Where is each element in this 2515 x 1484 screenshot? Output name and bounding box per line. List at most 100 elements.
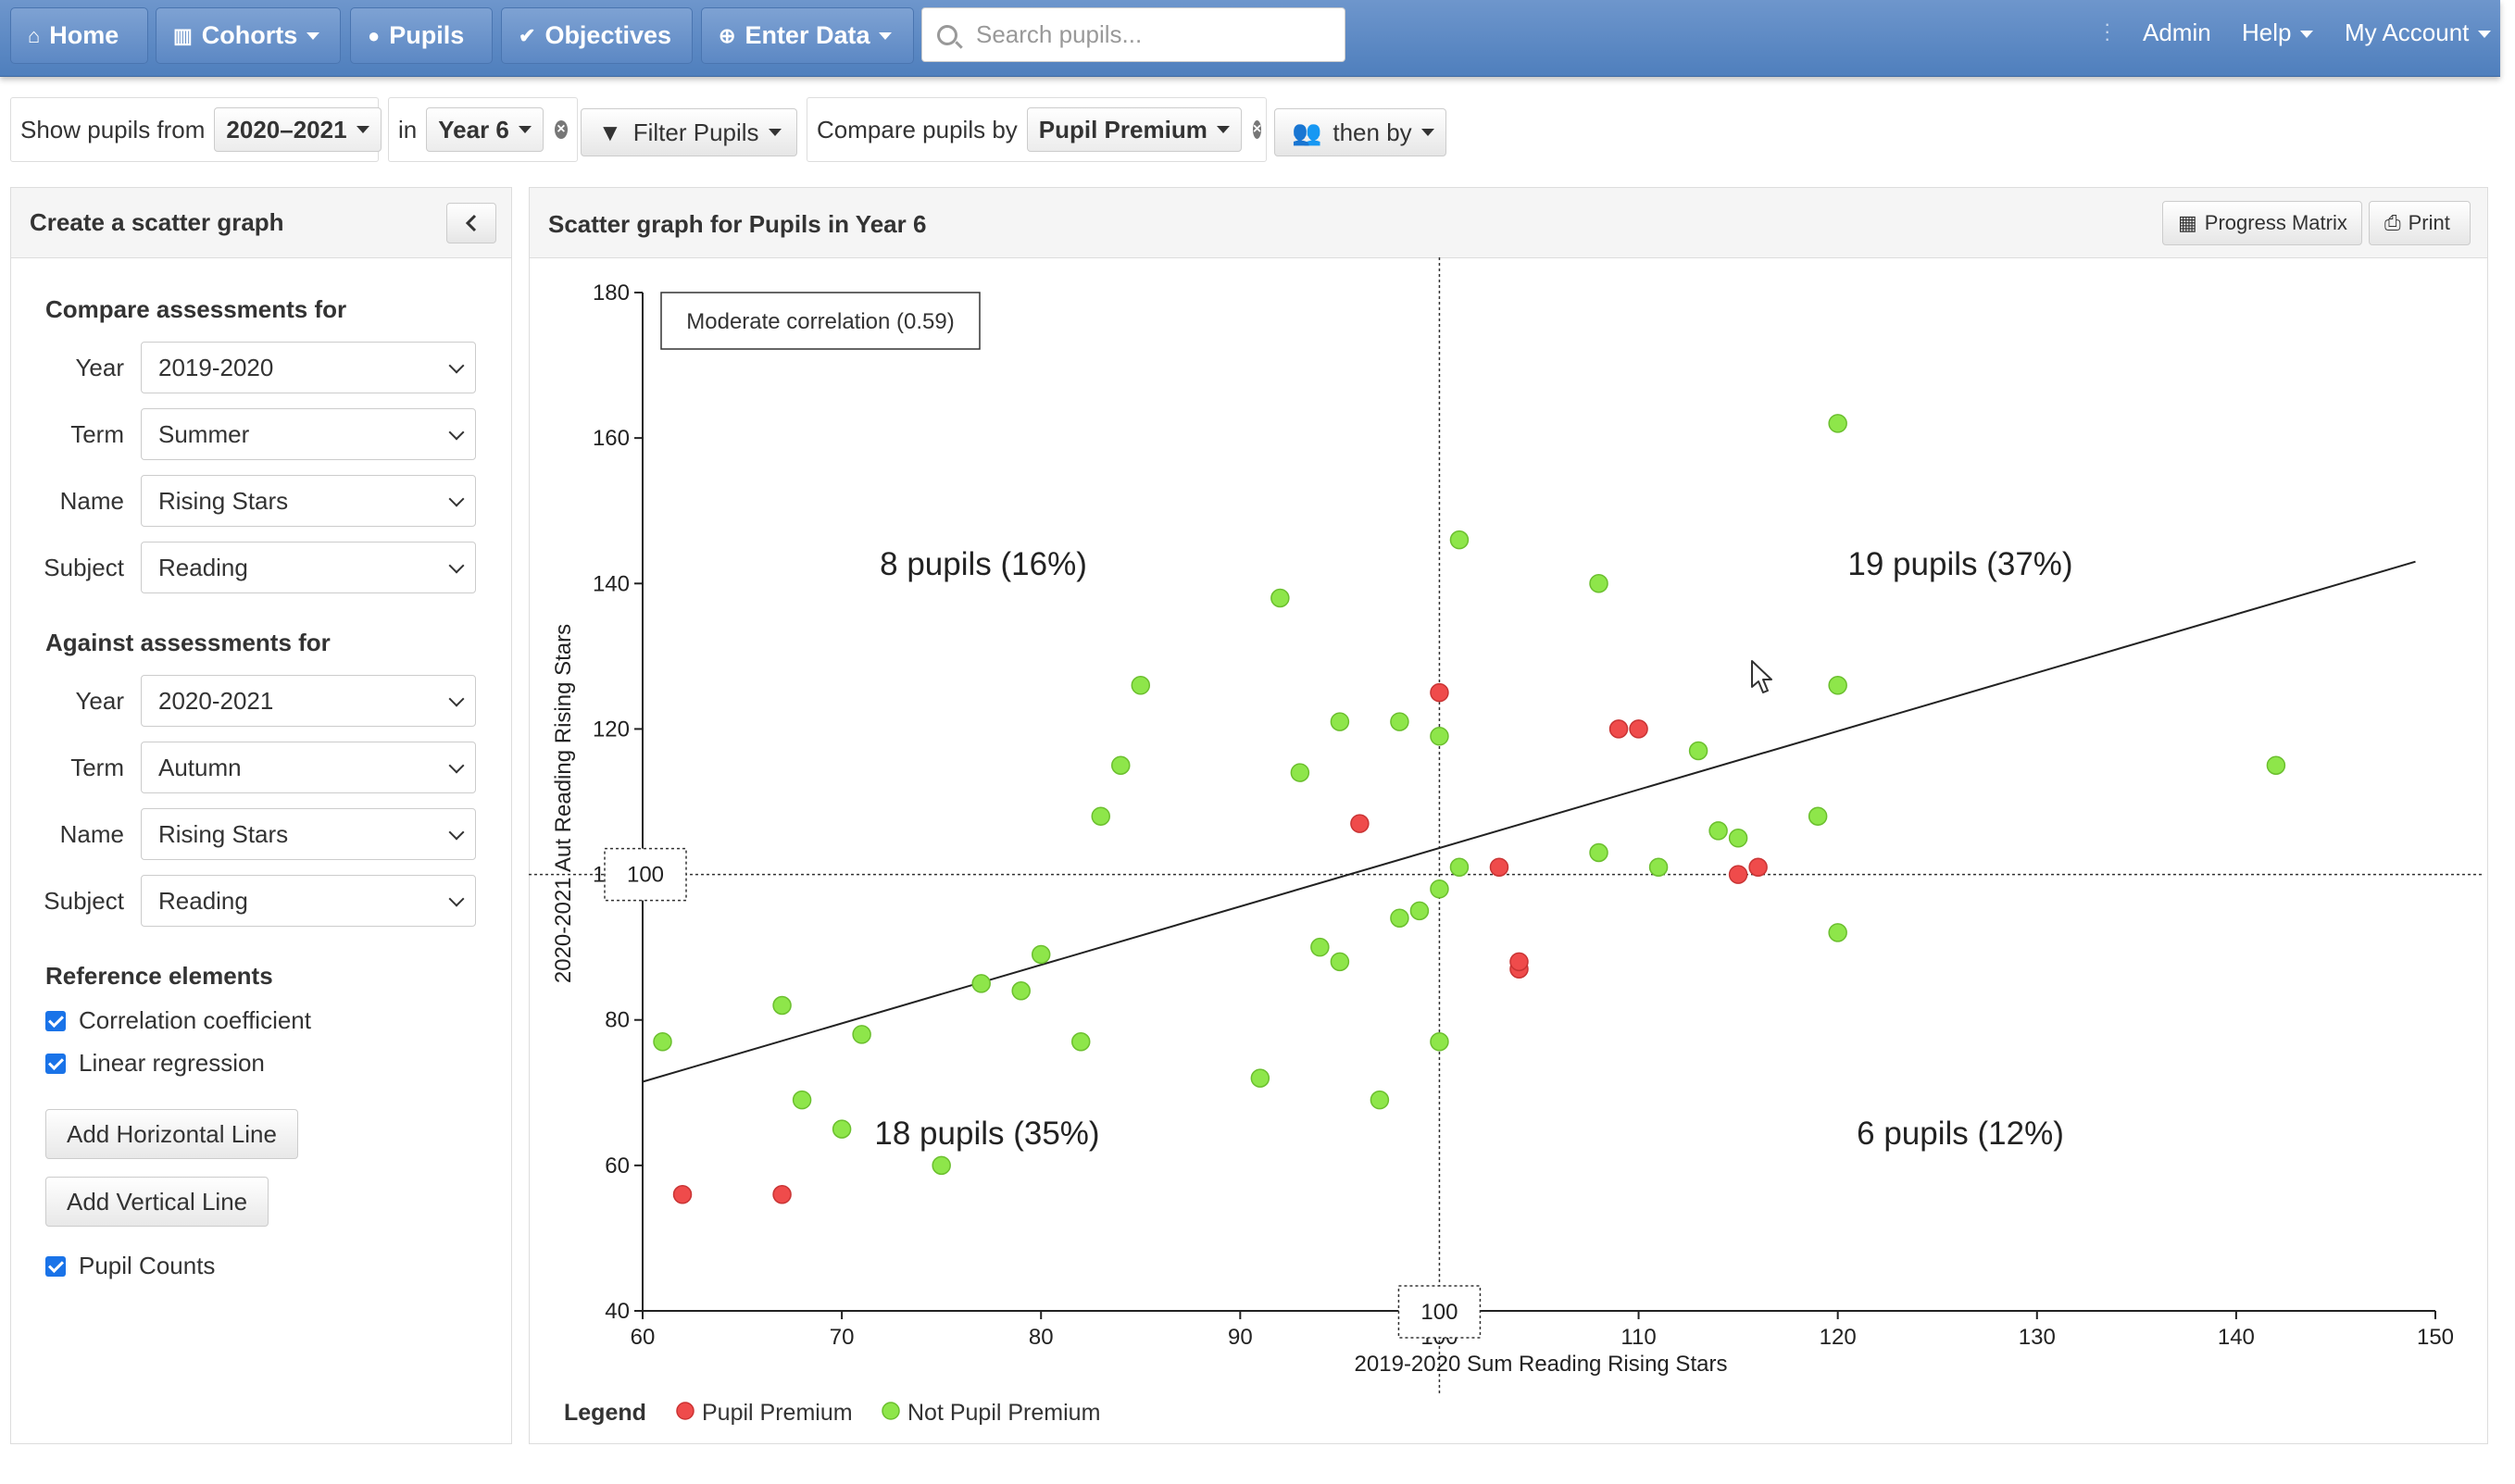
correlation-box: Moderate correlation (0.59) bbox=[660, 292, 981, 350]
panel-header: Create a scatter graph bbox=[11, 188, 511, 258]
against-name-row: Name Rising Stars bbox=[11, 808, 513, 860]
clear-group-icon[interactable]: × bbox=[554, 120, 568, 139]
academic-year-select[interactable]: 2020–2021 bbox=[214, 107, 382, 152]
compare-subject-row: Subject Reading bbox=[11, 542, 513, 593]
compare-term-select[interactable]: Summer bbox=[141, 408, 476, 460]
data-point bbox=[1350, 814, 1370, 833]
compare-year-select[interactable]: 2019-2020 bbox=[141, 342, 476, 393]
legend-marker-not-pupil-premium bbox=[882, 1402, 900, 1420]
clear-compare-icon[interactable]: × bbox=[1252, 120, 1262, 139]
y-tick-label: 60 bbox=[605, 1154, 630, 1178]
nav-pupils-button[interactable]: ● Pupils bbox=[350, 7, 493, 64]
data-point bbox=[1449, 530, 1470, 550]
data-point bbox=[672, 1185, 693, 1204]
legend-marker-pupil-premium bbox=[676, 1402, 694, 1420]
nav-admin-link[interactable]: Admin bbox=[2143, 19, 2211, 46]
compare-subject-select[interactable]: Reading bbox=[141, 542, 476, 593]
chevron-left-icon bbox=[465, 214, 477, 232]
users-icon: 👥 bbox=[1292, 118, 1322, 146]
compare-year-row: Year 2019-2020 bbox=[11, 342, 513, 393]
chevron-down-icon bbox=[356, 126, 369, 133]
drag-handle-icon: · · · bbox=[2104, 12, 2111, 50]
filter-icon: ▼ bbox=[598, 118, 622, 146]
against-name-select[interactable]: Rising Stars bbox=[141, 808, 476, 860]
data-point bbox=[1708, 821, 1728, 841]
compare-term-row: Term Summer bbox=[11, 408, 513, 460]
panel-title: Scatter graph for Pupils in Year 6 bbox=[548, 210, 927, 238]
quadrant-label-top-left: 8 pupils (16%) bbox=[880, 546, 1087, 582]
data-point bbox=[1409, 901, 1430, 921]
bar-chart-icon: ▥ bbox=[173, 23, 193, 47]
y-tick-label: 140 bbox=[593, 571, 630, 596]
pupil-counts-checkbox[interactable]: Pupil Counts bbox=[45, 1252, 215, 1280]
legend-label-pupil-premium: Pupil Premium bbox=[702, 1400, 853, 1426]
against-year-select[interactable]: 2020-2021 bbox=[141, 675, 476, 727]
reference-section-title: Reference elements bbox=[45, 962, 273, 990]
add-horizontal-line-button[interactable]: Add Horizontal Line bbox=[45, 1109, 298, 1159]
filter-pupils-button[interactable]: ▼ Filter Pupils bbox=[581, 108, 797, 156]
data-point bbox=[1111, 755, 1131, 775]
data-point bbox=[852, 1025, 871, 1044]
print-button[interactable]: ⎙ Print bbox=[2369, 201, 2471, 245]
data-point bbox=[1648, 857, 1669, 877]
data-point bbox=[971, 974, 991, 993]
compare-pupils-group: Compare pupils by Pupil Premium × bbox=[807, 97, 1267, 162]
data-point bbox=[2266, 755, 2286, 775]
data-point bbox=[1031, 944, 1051, 965]
data-point bbox=[1430, 1032, 1449, 1052]
x-tick-label: 60 bbox=[631, 1325, 656, 1350]
check-circle-icon: ✔ bbox=[519, 23, 536, 47]
add-vertical-line-button[interactable]: Add Vertical Line bbox=[45, 1177, 269, 1227]
linear-regression-checkbox[interactable]: Linear regression bbox=[45, 1049, 265, 1078]
data-point bbox=[1449, 857, 1470, 877]
chevron-down-icon bbox=[448, 424, 465, 441]
axis-titles: 2019-2020 Sum Reading Rising Stars 2020-… bbox=[551, 624, 1727, 1377]
nav-enter-data-button[interactable]: ⊕ Enter Data bbox=[701, 7, 914, 64]
panel-header: Scatter graph for Pupils in Year 6 ▦ Prog… bbox=[530, 188, 2487, 258]
nav-cohorts-button[interactable]: ▥ Cohorts bbox=[156, 7, 341, 64]
chevron-down-icon bbox=[448, 824, 465, 841]
y-tick-label: 120 bbox=[593, 717, 630, 742]
year-group-select[interactable]: Year 6 bbox=[426, 107, 544, 152]
user-icon: ● bbox=[368, 23, 381, 47]
search-input[interactable]: Search pupils... bbox=[921, 7, 1345, 62]
reference-labels: 100 100 bbox=[604, 847, 1482, 1339]
chevron-down-icon bbox=[768, 129, 782, 136]
against-subject-select[interactable]: Reading bbox=[141, 875, 476, 927]
data-point bbox=[1828, 923, 1847, 942]
quadrant-labels: 8 pupils (16%) 19 pupils (37%) 18 pupils (… bbox=[874, 546, 2072, 1152]
data-point bbox=[932, 1155, 951, 1176]
against-subject-row: Subject Reading bbox=[11, 875, 513, 927]
nav-objectives-button[interactable]: ✔ Objectives bbox=[501, 7, 693, 64]
data-point bbox=[1290, 763, 1310, 782]
chevron-down-icon bbox=[1216, 126, 1230, 133]
horizontal-reference-label: 100 bbox=[627, 863, 664, 888]
chevron-down-icon bbox=[448, 491, 465, 507]
compare-by-select[interactable]: Pupil Premium bbox=[1026, 107, 1242, 152]
quadrant-label-bottom-left: 18 pupils (35%) bbox=[874, 1116, 1099, 1152]
quadrant-label-top-right: 19 pupils (37%) bbox=[1847, 546, 2072, 582]
data-point bbox=[1091, 806, 1111, 826]
horizontal-reference-label-box bbox=[604, 847, 687, 902]
correlation-coefficient-checkbox[interactable]: Correlation coefficient bbox=[45, 1006, 311, 1035]
correlation-label: Moderate correlation (0.59) bbox=[686, 309, 954, 334]
progress-matrix-button[interactable]: ▦ Progress Matrix bbox=[2162, 201, 2362, 245]
legend-label-not-pupil-premium: Not Pupil Premium bbox=[907, 1400, 1100, 1426]
against-year-row: Year 2020-2021 bbox=[11, 675, 513, 727]
x-tick-label: 70 bbox=[830, 1325, 855, 1350]
correlation-box-frame bbox=[660, 292, 981, 350]
nav-my-account-menu[interactable]: My Account bbox=[2345, 19, 2492, 47]
y-tick-label: 160 bbox=[593, 426, 630, 451]
compare-name-select[interactable]: Rising Stars bbox=[141, 475, 476, 527]
data-point bbox=[1608, 719, 1629, 739]
data-point bbox=[1330, 952, 1350, 972]
show-pupils-from-group: Show pupils from 2020–2021 bbox=[10, 97, 382, 162]
collapse-panel-button[interactable] bbox=[446, 203, 496, 243]
against-term-select[interactable]: Autumn bbox=[141, 742, 476, 793]
data-point bbox=[772, 1185, 792, 1204]
data-point bbox=[1489, 857, 1509, 877]
nav-home-button[interactable]: ⌂ Home bbox=[10, 7, 148, 64]
regression-line-path bbox=[642, 560, 2416, 1083]
nav-help-menu[interactable]: Help bbox=[2242, 19, 2314, 47]
then-by-button[interactable]: 👥 then by bbox=[1274, 108, 1446, 156]
